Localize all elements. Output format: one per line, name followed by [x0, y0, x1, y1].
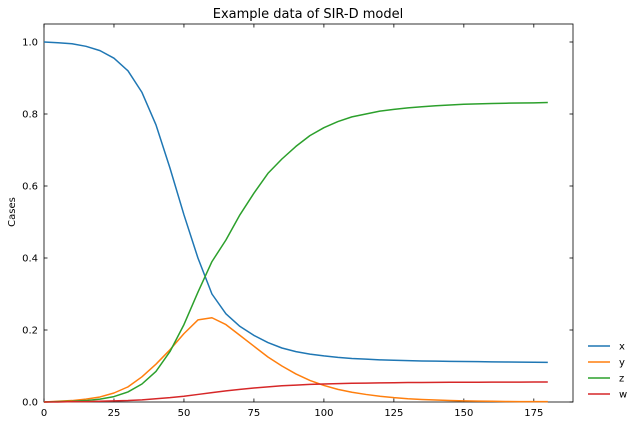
- legend-label-x: x: [619, 342, 625, 353]
- y-tick-label-5: 1.0: [22, 38, 38, 49]
- legend-label-w: w: [619, 390, 627, 401]
- series-line-z: [43, 101, 548, 403]
- x-tick-label-1: 25: [108, 408, 121, 419]
- y-tick-label-4: 0.8: [22, 110, 38, 121]
- x-tick-label-6: 150: [454, 408, 473, 419]
- axes-frame: [43, 23, 574, 403]
- y-tick-label-3: 0.6: [22, 182, 38, 193]
- x-tick-label-7: 175: [524, 408, 543, 419]
- y-axis-label: Cases: [7, 197, 18, 227]
- x-tick-label-5: 125: [384, 408, 403, 419]
- chart-title: Example data of SIR-D model: [213, 7, 404, 22]
- x-tick-label-3: 75: [248, 408, 261, 419]
- x-tick-label-2: 50: [178, 408, 191, 419]
- legend-label-z: z: [619, 374, 624, 385]
- y-tick-label-1: 0.2: [22, 326, 38, 337]
- y-tick-label-2: 0.4: [22, 254, 38, 265]
- x-tick-label-0: 0: [41, 408, 47, 419]
- series-line-w: [44, 381, 548, 403]
- plot-area: 0 25 50 75 100 125 150 175 0.0 0.2 0.4 0.6 0.8 1.0: [22, 23, 574, 419]
- x-tick-label-4: 100: [314, 408, 333, 419]
- legend-label-y: y: [619, 358, 625, 369]
- series-line-y: [43, 317, 548, 403]
- series-line-x: [43, 41, 548, 364]
- y-tick-label-0: 0.0: [22, 398, 38, 409]
